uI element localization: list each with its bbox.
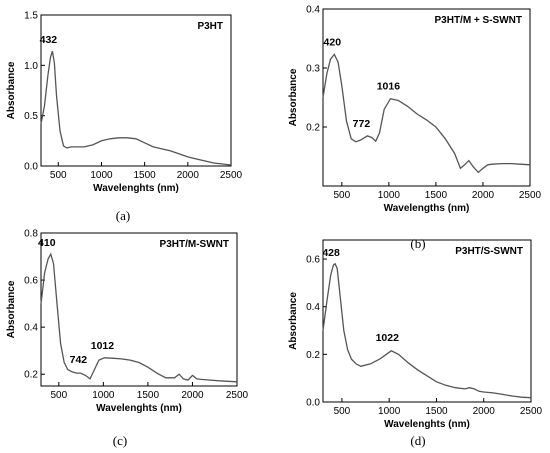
x-axis-title: Wavelenghts (nm) xyxy=(384,419,470,430)
panel-title: P3HT/M + S-SWNT xyxy=(434,15,522,26)
panel-d: 500 1000 1500 2000 2500 0.0 0.2 0.4 0.6 Wavelengh… xyxy=(288,239,543,448)
y-axis-title: Absorbance xyxy=(6,280,17,338)
peak-label: 420 xyxy=(324,36,342,48)
panel-letter: (a) xyxy=(116,208,130,223)
x-tick-label: 1000 xyxy=(378,406,401,417)
y-tick-label: 1.0 xyxy=(24,61,38,72)
peak-label: 1012 xyxy=(91,340,115,352)
y-tick-label: 0.2 xyxy=(306,123,320,134)
x-tick-label: 500 xyxy=(334,406,351,417)
y-axis-title: Absorbance xyxy=(288,292,299,350)
peak-label: 1022 xyxy=(376,332,400,344)
y-tick-label: 0.6 xyxy=(306,255,320,266)
x-axis-title: Wavelengths (nm) xyxy=(384,203,470,214)
y-tick-label: 0.4 xyxy=(24,323,38,334)
x-tick-label: 500 xyxy=(50,390,67,401)
y-tick-label: 0.8 xyxy=(24,229,38,240)
y-tick-label: 0.4 xyxy=(306,5,320,16)
y-axis-title: Absorbance xyxy=(288,68,299,126)
x-tick-label: 1500 xyxy=(425,406,448,417)
x-tick-label: 1000 xyxy=(378,190,401,201)
panel-letter: (d) xyxy=(410,433,425,448)
peak-label: 410 xyxy=(38,237,56,249)
absorbance-curve xyxy=(322,53,531,174)
x-axis-title: Wavelenghts (nm) xyxy=(93,183,179,194)
peak-label: 432 xyxy=(40,34,58,46)
absorbance-curve xyxy=(322,262,532,399)
x-tick-label: 500 xyxy=(50,170,67,181)
x-tick-label: 2500 xyxy=(220,170,243,181)
y-tick-label: 1.5 xyxy=(24,11,38,22)
y-tick-label: 0.3 xyxy=(306,64,320,75)
x-tick-label: 2500 xyxy=(520,406,543,417)
peak-label: 1016 xyxy=(377,81,401,93)
y-tick-label: 0.5 xyxy=(24,111,38,122)
y-tick-label: 0.6 xyxy=(24,276,38,287)
plot-frame xyxy=(322,8,531,187)
panel-letter: (c) xyxy=(113,433,127,448)
x-tick-label: 1500 xyxy=(134,170,157,181)
x-tick-label: 1000 xyxy=(92,390,115,401)
x-tick-label: 2500 xyxy=(226,390,249,401)
y-tick-label: 0.0 xyxy=(306,398,320,409)
panel-title: P3HT/M-SWNT xyxy=(160,239,229,250)
y-tick-label: 0.0 xyxy=(24,162,38,173)
x-tick-label: 2000 xyxy=(473,406,496,417)
plot-frame xyxy=(40,232,238,387)
peak-label: 428 xyxy=(322,247,340,259)
absorbance-curve xyxy=(40,51,232,166)
panel-letter: (b) xyxy=(410,236,425,251)
peak-label: 742 xyxy=(70,354,88,366)
x-tick-label: 2000 xyxy=(472,190,495,201)
x-tick-label: 2500 xyxy=(519,190,542,201)
panel-b: 500 1000 1500 2000 2500 0.2 0.3 0.4 Wavelengths … xyxy=(288,5,542,252)
panel-a: 500 1000 1500 2000 2500 0.0 0.5 1.0 1.5 Wavelengh… xyxy=(6,11,243,224)
y-axis-title: Absorbance xyxy=(6,61,17,119)
panel-title: P3HT xyxy=(197,21,223,32)
y-tick-label: 0.2 xyxy=(24,370,38,381)
y-tick-label: 0.2 xyxy=(306,350,320,361)
x-tick-label: 2000 xyxy=(177,170,200,181)
x-tick-label: 2000 xyxy=(181,390,204,401)
y-tick-label: 0.4 xyxy=(306,302,320,313)
peak-label: 772 xyxy=(353,118,371,130)
panel-c: 500 1000 1500 2000 2500 0.2 0.4 0.6 0.8 Wavelengh… xyxy=(6,229,249,449)
x-tick-label: 1500 xyxy=(425,190,448,201)
x-tick-label: 500 xyxy=(333,190,350,201)
absorbance-curve xyxy=(40,252,238,383)
panel-title: P3HT/S-SWNT xyxy=(455,246,523,257)
x-axis-title: Wavelenghts (nm) xyxy=(96,403,182,414)
x-tick-label: 1000 xyxy=(90,170,113,181)
x-tick-label: 1500 xyxy=(137,390,160,401)
plot-frame xyxy=(322,239,532,403)
plot-frame xyxy=(40,14,232,167)
